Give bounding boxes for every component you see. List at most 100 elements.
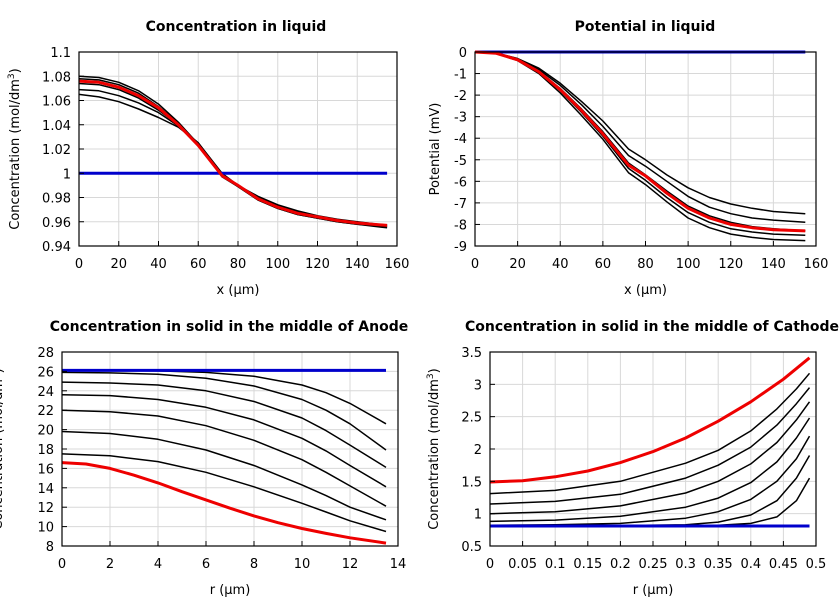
- series-line-t4: [474, 51, 806, 236]
- y-axis-label: Potential (mV): [428, 103, 443, 196]
- y-axis-label: Concentration (mol/dm3): [0, 368, 6, 530]
- series-line-t5: [474, 51, 806, 242]
- x-tick-label: 80: [637, 257, 654, 272]
- x-tick-label: 12: [342, 557, 359, 572]
- series-line-final: [78, 79, 388, 227]
- y-tick-label: 1: [474, 508, 482, 523]
- x-axis-label: x (µm): [624, 283, 667, 298]
- x-tick-label: 8: [250, 557, 258, 572]
- y-tick-label: 3.5: [461, 346, 482, 361]
- series-line-t3: [78, 82, 388, 229]
- x-tick-label: 160: [804, 257, 829, 272]
- x-tick-label: 140: [345, 257, 370, 272]
- x-tick-label: 0.5: [806, 557, 827, 572]
- x-tick-label: 14: [390, 557, 407, 572]
- y-tick-label: -6: [454, 175, 467, 190]
- y-tick-label: -7: [454, 197, 467, 212]
- x-tick-label: 120: [305, 257, 330, 272]
- x-tick-label: 120: [718, 257, 743, 272]
- y-tick-label: -9: [454, 240, 467, 255]
- series-line-t1: [78, 93, 388, 227]
- y-tick-label: 12: [37, 501, 54, 516]
- y-tick-label: 28: [37, 346, 54, 361]
- chart-title: Concentration in solid in the middle of …: [465, 319, 839, 335]
- series-line-t7: [489, 372, 811, 495]
- x-axis-label: r (µm): [210, 583, 251, 598]
- x-tick-label: 60: [595, 257, 612, 272]
- series-line-t1: [62, 369, 387, 425]
- x-tick-label: 0.25: [639, 557, 668, 572]
- chart-title: Potential in liquid: [575, 19, 716, 35]
- y-tick-label: 22: [37, 404, 54, 419]
- series-line-t5: [61, 409, 387, 507]
- y-tick-label: 2: [474, 443, 482, 458]
- series-line-t4: [489, 417, 811, 523]
- y-tick-label: 0: [459, 46, 467, 61]
- series-line-t3: [474, 51, 806, 232]
- x-tick-label: 20: [509, 257, 526, 272]
- y-axis-label: Concentration (mol/dm3): [7, 68, 23, 230]
- chart-panel-3: Concentration in solid in the middle of …: [0, 319, 408, 598]
- y-tick-label: 8: [46, 540, 54, 555]
- series-line-t2: [474, 51, 806, 224]
- series-line-t3: [61, 381, 387, 469]
- y-tick-label: 1.1: [50, 46, 71, 61]
- y-tick-label: 24: [37, 385, 54, 400]
- x-tick-label: 0: [471, 257, 479, 272]
- y-axis-label: Concentration (mol/dm3): [426, 368, 442, 530]
- x-tick-label: 4: [154, 557, 162, 572]
- x-tick-label: 80: [230, 257, 247, 272]
- x-tick-label: 6: [202, 557, 210, 572]
- x-tick-label: 0.45: [769, 557, 798, 572]
- chart-title: Concentration in solid in the middle of …: [50, 319, 408, 335]
- y-tick-label: -8: [454, 218, 467, 233]
- y-tick-label: -1: [454, 68, 467, 83]
- series-line-t7: [61, 453, 387, 533]
- chart-panel-1: Concentration in liquid 0 20 40 60 80 100 120 14…: [7, 19, 409, 298]
- x-tick-label: 0.35: [704, 557, 733, 572]
- y-tick-label: 0.94: [42, 240, 71, 255]
- series-line-t2: [78, 88, 388, 228]
- x-tick-label: 0.1: [545, 557, 566, 572]
- x-tick-label: 100: [676, 257, 701, 272]
- y-tick-label: 20: [37, 424, 54, 439]
- x-tick-label: 20: [110, 257, 127, 272]
- y-tick-label: 0.5: [461, 540, 482, 555]
- x-tick-label: 0.3: [675, 557, 696, 572]
- y-tick-label: 1.5: [461, 475, 482, 490]
- series-line-t2: [61, 371, 387, 451]
- y-tick-label: 16: [37, 462, 54, 477]
- y-tick-label: -4: [454, 132, 467, 147]
- x-tick-label: 0: [486, 557, 494, 572]
- y-tick-label: 10: [37, 521, 54, 536]
- y-tick-label: 1.08: [42, 70, 71, 85]
- y-tick-label: -3: [454, 111, 467, 126]
- x-tick-label: 160: [385, 257, 410, 272]
- y-tick-label: 1.06: [42, 95, 71, 110]
- series-line-t6: [61, 430, 387, 521]
- y-tick-label: 26: [37, 365, 54, 380]
- y-tick-label: 1: [63, 167, 71, 182]
- series-line-t6: [489, 387, 811, 505]
- y-tick-label: 0.98: [42, 192, 71, 207]
- chart-panel-4: Concentration in solid in the middle of …: [426, 319, 839, 598]
- y-tick-label: 1.04: [42, 119, 71, 134]
- x-tick-label: 140: [761, 257, 786, 272]
- x-tick-label: 40: [552, 257, 569, 272]
- x-tick-label: 0.2: [610, 557, 631, 572]
- y-tick-label: 3: [474, 378, 482, 393]
- chart-panel-2: Potential in liquid 0 20 40 60 80 100 120 140 160…: [428, 19, 828, 298]
- chart-title: Concentration in liquid: [146, 19, 327, 35]
- series-line-final: [489, 356, 811, 484]
- y-tick-label: -2: [454, 89, 467, 104]
- y-tick-label: 1.02: [42, 143, 71, 158]
- series-line-t3: [489, 435, 811, 527]
- x-tick-label: 0.05: [508, 557, 537, 572]
- y-tick-label: 0.96: [42, 216, 71, 231]
- x-axis-label: x (µm): [217, 283, 260, 298]
- series-line-t1: [474, 51, 806, 215]
- x-axis-label: r (µm): [633, 583, 674, 598]
- y-tick-label: 2.5: [461, 411, 482, 426]
- x-tick-label: 60: [190, 257, 207, 272]
